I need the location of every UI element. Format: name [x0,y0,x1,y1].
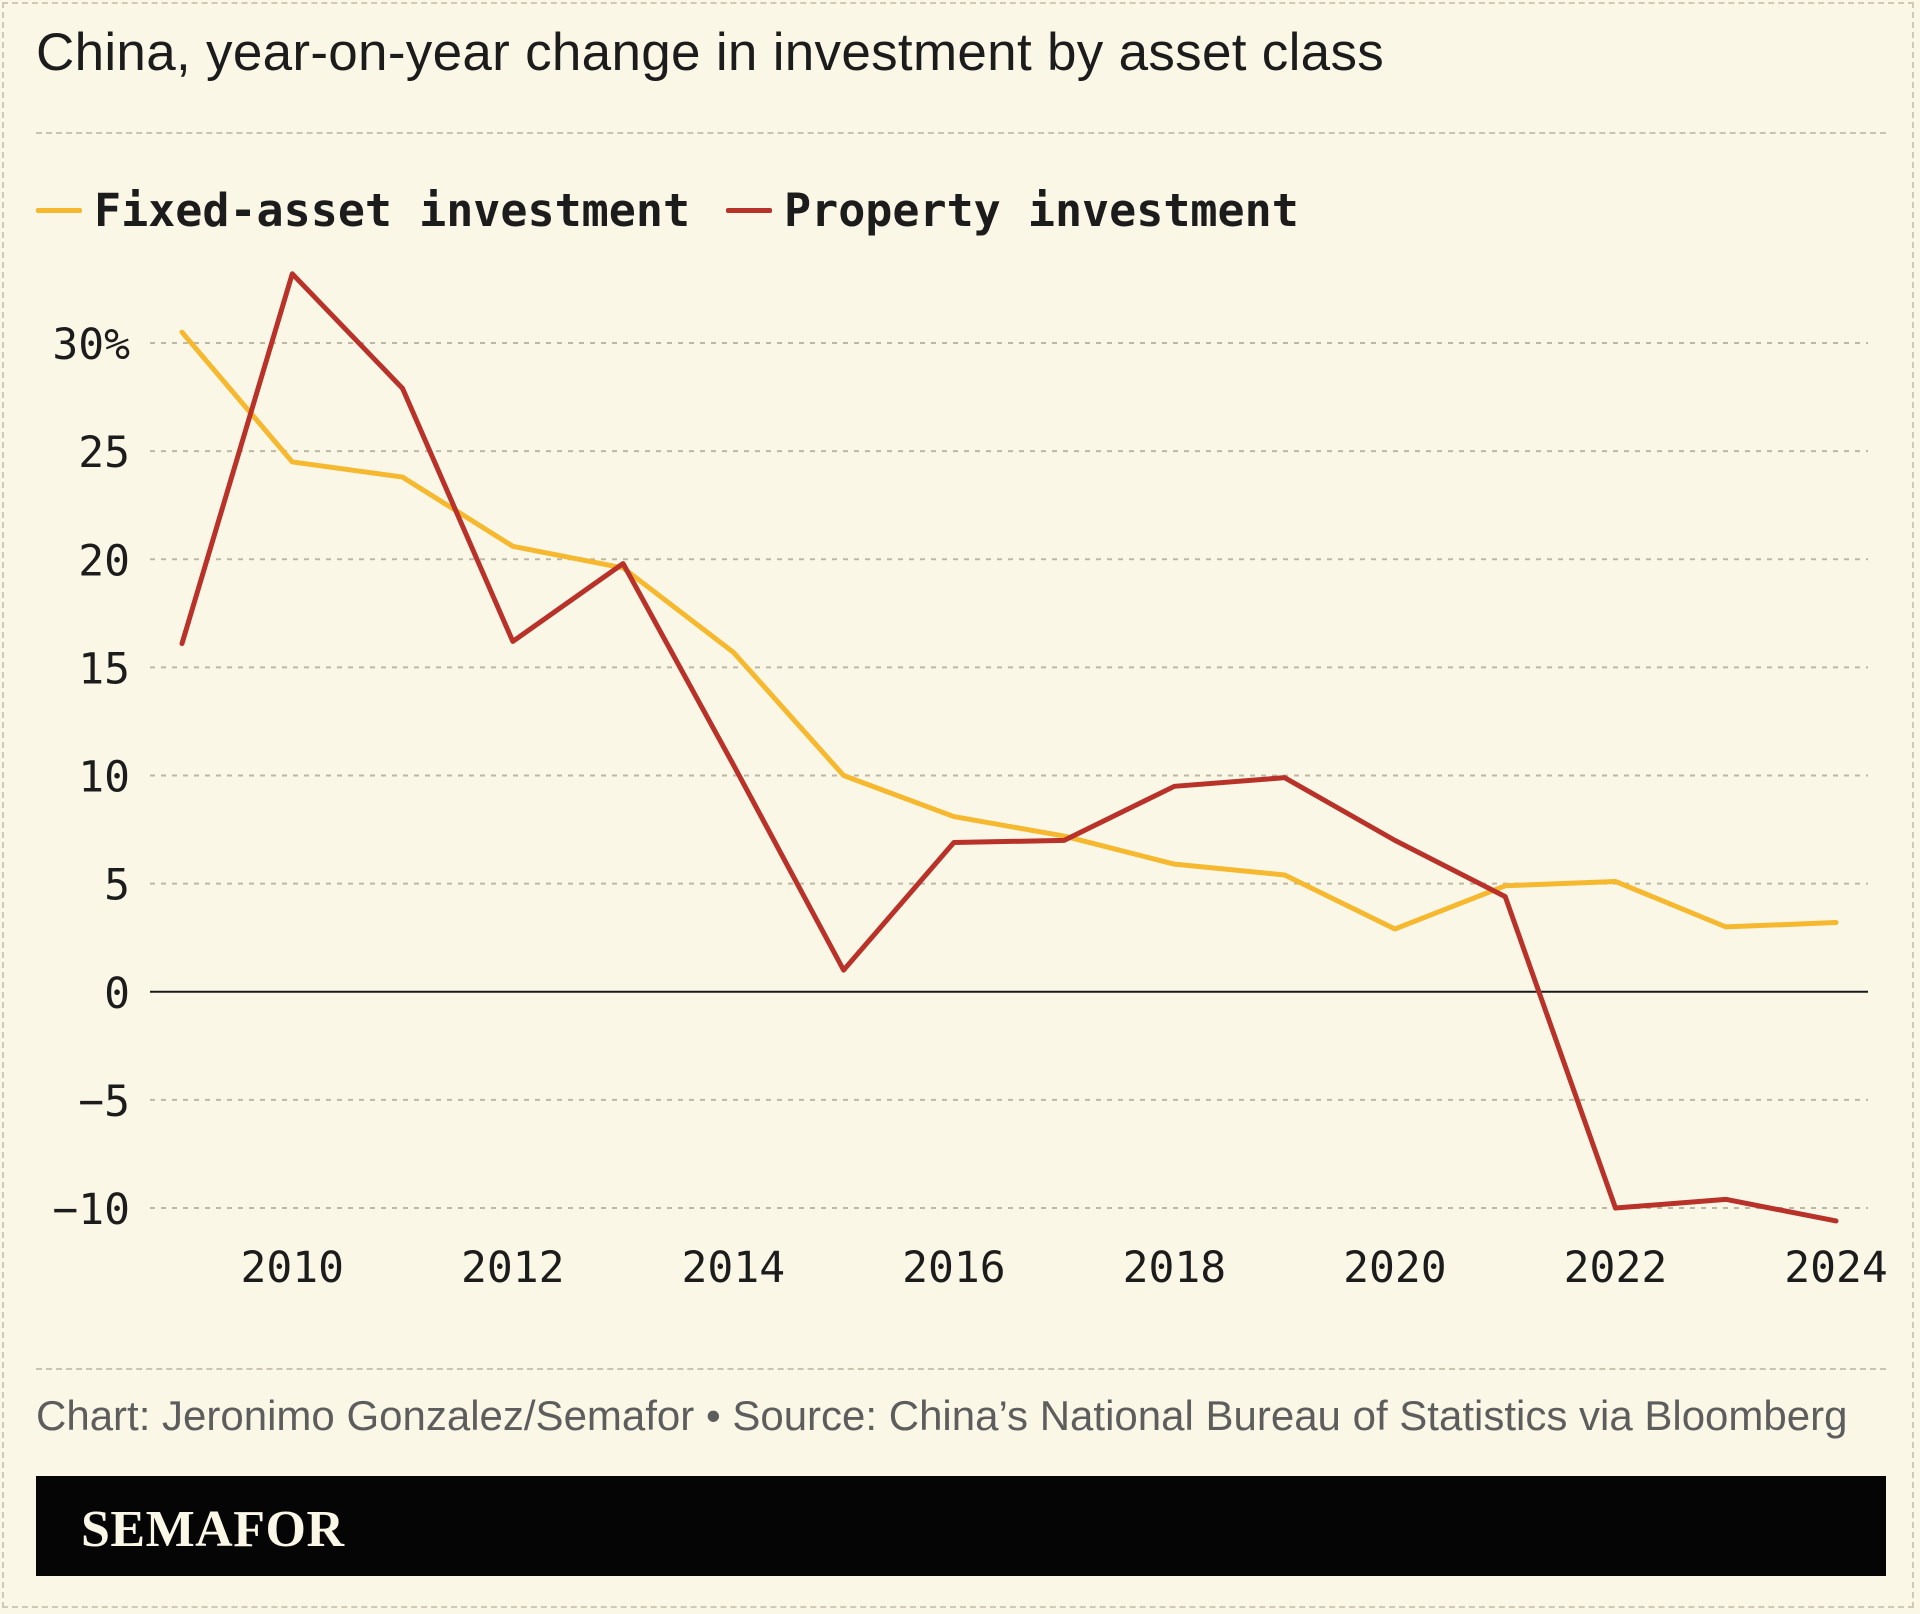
legend-swatch-property [726,208,773,213]
brand-logo: SEMAFOR [81,1501,345,1558]
x-tick-label: 2024 [1784,1243,1888,1293]
legend-swatch-fixed-asset [36,208,82,213]
x-tick-label: 2012 [461,1243,565,1293]
x-tick-label: 2020 [1343,1243,1447,1293]
chart-title: China, year-on-year change in investment… [36,23,1385,82]
legend-label-fixed-asset: Fixed-asset investment [94,184,691,237]
x-tick-label: 2016 [902,1243,1006,1293]
footer-divider [36,1368,1886,1370]
y-tick-label: 5 [104,861,130,911]
y-tick-label: 15 [78,644,130,694]
brand-bar: SEMAFOR [36,1476,1886,1576]
chart-credit: Chart: Jeronimo Gonzalez/Semafor • Sourc… [36,1392,1848,1439]
y-tick-label: 25 [78,428,130,478]
x-tick-label: 2010 [240,1243,344,1293]
legend-item-fixed-asset: Fixed-asset investment [36,184,690,237]
y-tick-label: 30% [52,320,130,370]
y-tick-label: −10 [52,1185,130,1235]
legend-label-property: Property investment [784,184,1299,237]
legend: Fixed-asset investment Property investme… [36,184,1335,237]
x-tick-label: 2014 [682,1243,786,1293]
title-divider [36,132,1886,134]
y-tick-label: 20 [78,536,130,586]
y-tick-label: 10 [78,753,130,803]
y-tick-label: 0 [104,969,130,1019]
x-tick-label: 2022 [1564,1243,1668,1293]
series-line-property [179,271,1839,1224]
x-tick-label: 2018 [1123,1243,1227,1293]
legend-item-property: Property investment [726,184,1299,237]
y-tick-label: −5 [78,1077,130,1127]
